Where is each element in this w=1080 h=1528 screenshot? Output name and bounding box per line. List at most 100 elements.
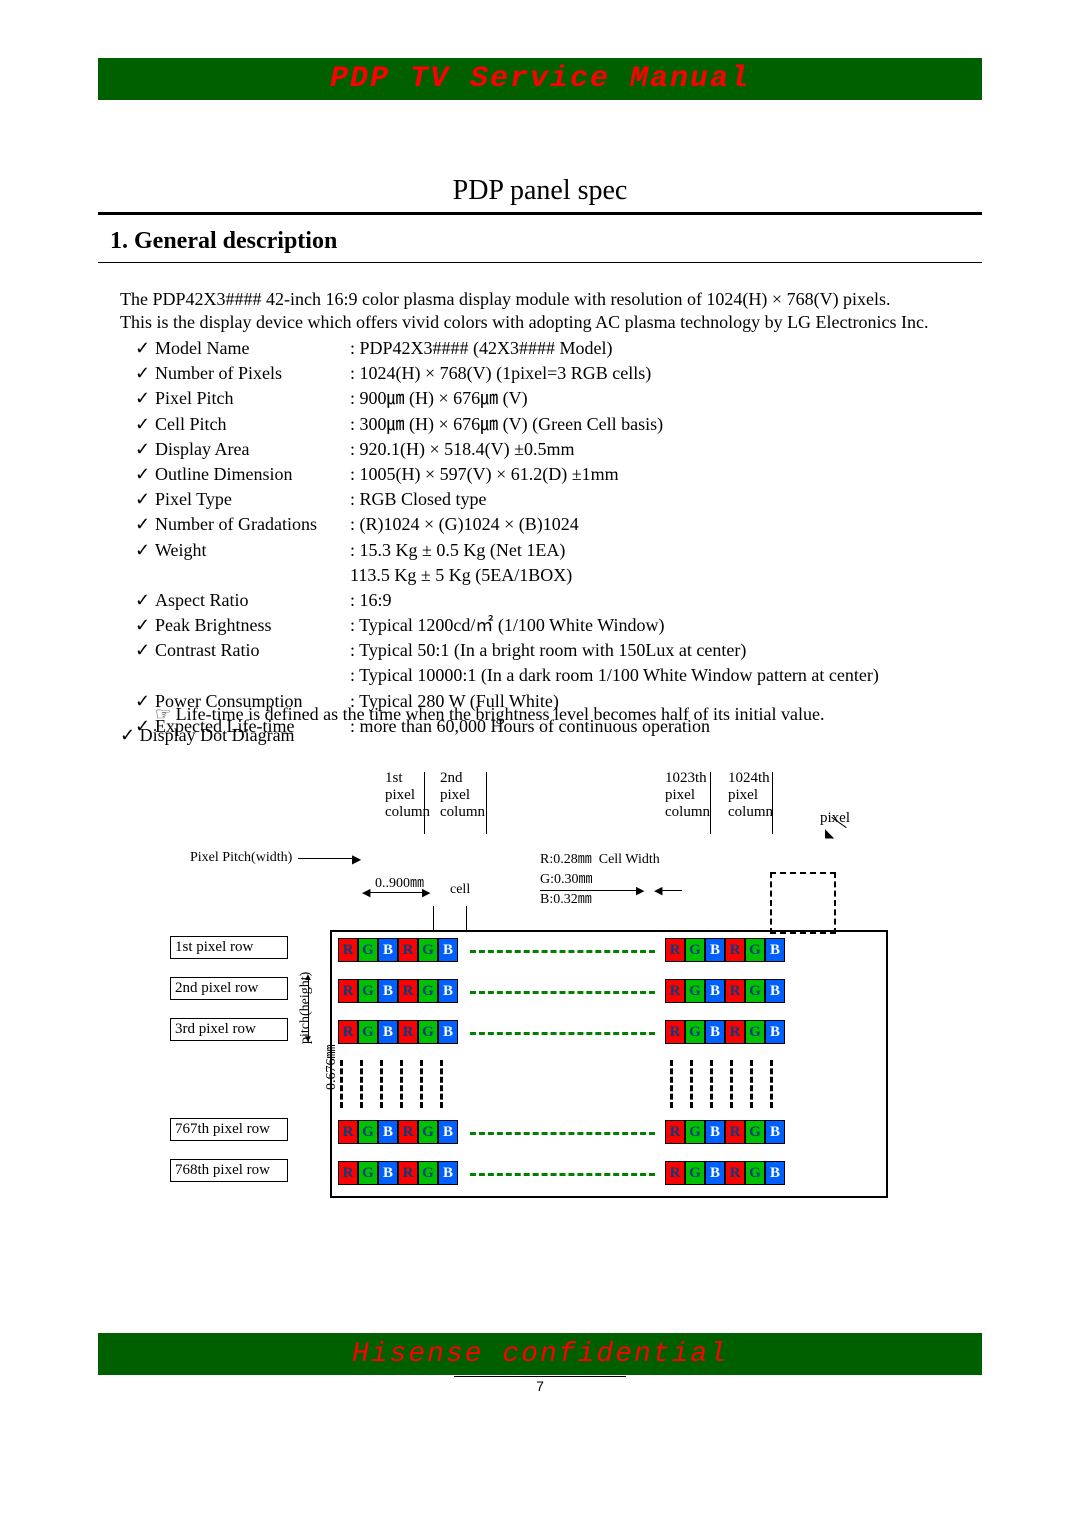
cell-R: R (398, 979, 418, 1003)
row-label-2: 2nd pixel row (170, 977, 288, 1000)
spec-label: Model Name (155, 336, 350, 361)
check-icon: ✓ (135, 538, 155, 563)
spec-row: ✓Cell Pitch: 300㎛ (H) × 676㎛ (V) (Green … (135, 412, 879, 437)
cell-G: G (358, 938, 378, 962)
cell-G: G (358, 1020, 378, 1044)
cell-G: G (685, 979, 705, 1003)
rule-top (98, 212, 982, 215)
check-icon: ✓ (135, 386, 155, 411)
spec-value: : 15.3 Kg ± 0.5 Kg (Net 1EA) (350, 538, 565, 563)
spec-value: : 920.1(H) × 518.4(V) ±0.5mm (350, 437, 575, 462)
pixel-box (770, 872, 836, 934)
check-icon: ✓ (135, 412, 155, 437)
cell-B: B (765, 979, 785, 1003)
col-label-2: 2nd pixel column (440, 770, 485, 821)
spec-value: : RGB Closed type (350, 487, 487, 512)
rgb-cells-right: RGBRGB (665, 1020, 785, 1044)
spec-label: Weight (155, 538, 350, 563)
spec-label: Number of Pixels (155, 361, 350, 386)
cell-G: G (745, 1120, 765, 1144)
dash-middle (470, 950, 655, 953)
cell-R: R (665, 1020, 685, 1044)
tick-3 (710, 772, 711, 834)
cell-G: G (685, 1020, 705, 1044)
cell-R: R (665, 1161, 685, 1185)
cell-B: B (705, 938, 725, 962)
rgb-cells-right: RGBRGB (665, 1161, 785, 1185)
arrow-head-icon: ▶ (352, 852, 361, 867)
section-heading: 1. General description (110, 228, 337, 255)
check-icon: ✓ (135, 336, 155, 361)
cell-B: B (438, 1161, 458, 1185)
spec-label (155, 563, 350, 588)
cell-R: R (665, 979, 685, 1003)
footer-bar: Hisense confidential (98, 1333, 982, 1375)
spec-row: ✓Number of Gradations: (R)1024 × (G)1024… (135, 512, 879, 537)
page-num-rule (454, 1376, 626, 1377)
spec-label: Display Area (155, 437, 350, 462)
rgb-cells-left: RGBRGB (338, 1161, 458, 1185)
cell-G: G (418, 1020, 438, 1044)
check-icon: ✓ (135, 638, 155, 663)
row-label-767: 767th pixel row (170, 1118, 288, 1141)
cell-G: G (418, 1161, 438, 1185)
check-icon: ✓ (135, 689, 155, 714)
cell-B: B (378, 1161, 398, 1185)
page-number: 7 (0, 1378, 1080, 1394)
cell-R: R (398, 938, 418, 962)
spec-row: ✓Number of Pixels: 1024(H) × 768(V) (1pi… (135, 361, 879, 386)
cell-R: R (665, 1120, 685, 1144)
check-icon: ✓ (135, 487, 155, 512)
cell-B: B (765, 1161, 785, 1185)
footer-text: Hisense confidential (352, 1339, 728, 1370)
spec-value: : 300㎛ (H) × 676㎛ (V) (Green Cell basis) (350, 412, 663, 437)
cell-B: B (438, 979, 458, 1003)
spec-row: ✓Pixel Pitch: 900㎛ (H) × 676㎛ (V) (135, 386, 879, 411)
cell-B: B (765, 1120, 785, 1144)
cell-R: R (725, 1161, 745, 1185)
spec-row: ✓Model Name: PDP42X3#### (42X3#### Model… (135, 336, 879, 361)
spec-label: Pixel Pitch (155, 386, 350, 411)
check-icon: ✓ (135, 361, 155, 386)
spec-label: Number of Gradations (155, 512, 350, 537)
cell-B: B (438, 938, 458, 962)
cell-R: R (725, 1120, 745, 1144)
spec-label: Contrast Ratio (155, 638, 350, 663)
row-label-1: 1st pixel row (170, 936, 288, 959)
cell-G: G (418, 1120, 438, 1144)
spec-value: : Typical 1200cd/㎡ (1/100 White Window) (350, 613, 664, 638)
spec-label: Outline Dimension (155, 462, 350, 487)
cell-B: B (765, 1020, 785, 1044)
cell-B: B (705, 979, 725, 1003)
spec-row: ✓Display Area: 920.1(H) × 518.4(V) ±0.5m… (135, 437, 879, 462)
cell-R: R (725, 1020, 745, 1044)
pitch-arrow-line (298, 858, 358, 859)
check-icon: ✓ (135, 512, 155, 537)
cell-B: B (705, 1020, 725, 1044)
spec-value: 113.5 Kg ± 5 Kg (5EA/1BOX) (350, 563, 572, 588)
cell-R: R (338, 1120, 358, 1144)
row-label-768: 768th pixel row (170, 1159, 288, 1182)
cell-B: B (378, 979, 398, 1003)
cell-G: G (418, 938, 438, 962)
spec-row: ✓Pixel Type: RGB Closed type (135, 487, 879, 512)
cell-G: G (418, 979, 438, 1003)
spec-row: ✓Contrast Ratio: Typical 50:1 (In a brig… (135, 638, 879, 663)
check-icon: ✓ (135, 613, 155, 638)
spec-row: : Typical 10000:1 (In a dark room 1/100 … (135, 663, 879, 688)
check-icon: ✓ (135, 437, 155, 462)
spec-list: ✓Model Name: PDP42X3#### (42X3#### Model… (135, 336, 879, 739)
cell-R: R (338, 1020, 358, 1044)
tick-1 (424, 772, 425, 834)
pixel-arrow-icon: ◣ (825, 826, 834, 841)
rule-under-heading (98, 262, 982, 263)
cell-G: G (358, 1120, 378, 1144)
spec-row: ✓Outline Dimension: 1005(H) × 597(V) × 6… (135, 462, 879, 487)
cell-G: G (358, 979, 378, 1003)
rgb-cells-left: RGBRGB (338, 938, 458, 962)
cell-B: B (765, 938, 785, 962)
display-dot-diagram: 1st pixel column 2nd pixel column 1023th… (170, 760, 910, 1220)
cell-R: R (398, 1120, 418, 1144)
cell-R: R (338, 1161, 358, 1185)
cell-G: G (685, 1161, 705, 1185)
